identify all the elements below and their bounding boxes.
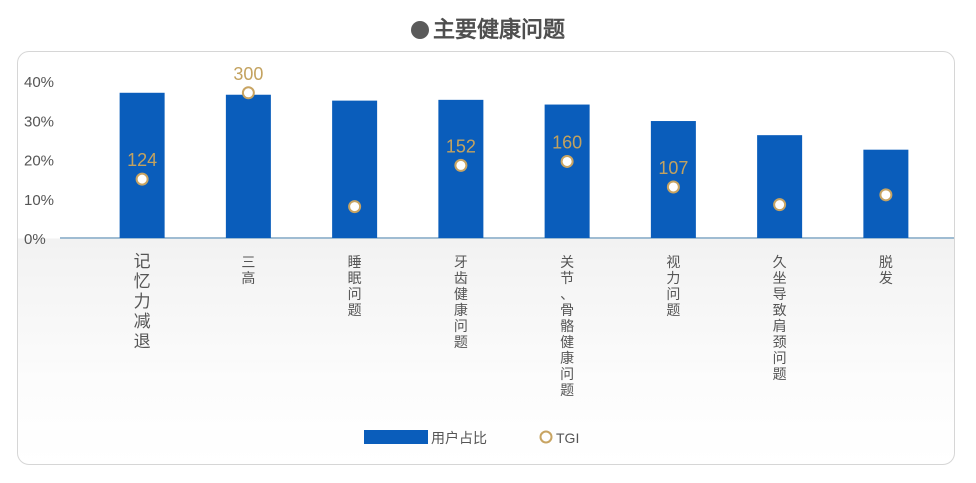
x-tick-label-久坐导致肩颈问题-char: 致	[773, 302, 787, 318]
legend-swatch-bar	[364, 430, 428, 444]
x-tick-label-视力问题-char: 视	[666, 254, 680, 270]
legend-label-tgi: TGI	[556, 430, 579, 446]
y-tick-label-40: 40%	[24, 74, 54, 91]
x-tick-label-关节-骨骼健康问题-char: 健	[560, 334, 574, 350]
tgi-point-脱发	[879, 188, 893, 202]
title-bullet-icon	[410, 21, 429, 39]
tgi-label-牙齿健康问题: 152	[446, 136, 476, 156]
x-tick-label-久坐导致肩颈问题-char: 久	[773, 254, 787, 270]
chart-title-text: 主要健康问题	[432, 18, 565, 43]
x-tick-label-睡眠问题-char: 题	[348, 302, 362, 318]
x-tick-label-脱发-char: 发	[879, 270, 893, 286]
tgi-point-关节-骨骼健康问题	[560, 154, 574, 168]
x-tick-label-记忆力减退-char: 减	[134, 312, 151, 331]
x-tick-label-久坐导致肩颈问题-char: 肩	[773, 318, 787, 334]
x-tick-label-视力问题-char: 问	[666, 286, 680, 302]
tgi-point-久坐导致肩颈问题	[773, 198, 787, 212]
y-tick-label-10: 10%	[24, 192, 54, 209]
x-tick-label-关节-骨骼健康问题-char: 、	[560, 286, 574, 302]
x-tick-label-关节-骨骼健康问题-char: 题	[560, 382, 574, 398]
x-tick-label-记忆力减退-char: 力	[134, 292, 151, 311]
x-tick-label-脱发-char: 脱	[879, 254, 893, 270]
x-tick-label-久坐导致肩颈问题-char: 导	[773, 286, 787, 302]
x-tick-label-牙齿健康问题-char: 健	[454, 286, 468, 302]
x-tick-label-牙齿健康问题-char: 牙	[454, 254, 468, 270]
tgi-label-记忆力减退: 124	[127, 150, 157, 170]
legend-swatch-tgi	[539, 430, 553, 444]
x-tick-label-关节-骨骼健康问题-char: 节	[560, 270, 574, 286]
tgi-point-牙齿健康问题	[454, 158, 468, 172]
tgi-point-睡眠问题	[348, 200, 362, 214]
bar-三高	[225, 94, 271, 238]
x-tick-label-牙齿健康问题-char: 题	[454, 334, 468, 350]
x-tick-label-记忆力减退-char: 退	[134, 332, 151, 351]
bar-视力问题	[650, 121, 696, 238]
x-tick-label-关节-骨骼健康问题-char: 问	[560, 366, 574, 382]
x-tick-label-记忆力减退-char: 记	[134, 252, 151, 271]
x-tick-label-久坐导致肩颈问题-char: 坐	[773, 270, 787, 286]
bar-记忆力减退	[119, 92, 165, 239]
x-tick-label-久坐导致肩颈问题-char: 颈	[773, 334, 787, 350]
x-tick-label-三高-char: 三	[241, 254, 255, 270]
x-tick-label-睡眠问题-char: 眠	[348, 270, 362, 286]
bar-睡眠问题	[332, 100, 378, 238]
chart-title: 主要健康问题	[0, 12, 976, 44]
legend-label-bar: 用户占比	[431, 430, 487, 446]
y-tick-label-0: 0%	[24, 231, 46, 248]
x-tick-label-视力问题-char: 题	[666, 302, 680, 318]
chart-svg: 40%30%20%10%0%记忆力减退124三高300睡眠问题牙齿健康问题152…	[24, 64, 954, 446]
x-tick-label-三高-char: 高	[241, 270, 255, 286]
tgi-point-视力问题	[666, 180, 680, 194]
chart-card: 40% 30% 20% 10% 0% 记忆力减退 124 三高 300 睡眠问题牙齿健康问题 152…	[17, 51, 955, 465]
x-tick-label-关节-骨骼健康问题-char: 骨	[560, 302, 574, 318]
tgi-label-视力问题: 107	[658, 158, 688, 178]
x-tick-label-记忆力减退-char: 忆	[134, 272, 151, 291]
y-tick-label-20: 20%	[24, 153, 54, 170]
x-tick-label-睡眠问题-char: 睡	[348, 254, 362, 270]
x-tick-label-久坐导致肩颈问题-char: 题	[773, 366, 787, 382]
bar-久坐导致肩颈问题	[757, 135, 803, 238]
x-tick-label-牙齿健康问题-char: 康	[454, 302, 468, 318]
tgi-point-三高	[241, 86, 255, 100]
x-tick-label-牙齿健康问题-char: 问	[454, 318, 468, 334]
y-tick-label-30: 30%	[24, 113, 54, 130]
x-tick-label-关节-骨骼健康问题-char: 骼	[560, 318, 574, 334]
x-tick-label-视力问题-char: 力	[666, 270, 680, 286]
tgi-point-记忆力减退	[135, 172, 149, 186]
x-tick-label-睡眠问题-char: 问	[348, 286, 362, 302]
x-tick-label-久坐导致肩颈问题-char: 问	[773, 350, 787, 366]
x-tick-label-关节-骨骼健康问题-char: 关	[560, 254, 574, 270]
tgi-label-关节-骨骼健康问题: 160	[552, 132, 582, 152]
x-tick-label-关节-骨骼健康问题-char: 康	[560, 350, 574, 366]
tgi-label-三高: 300	[233, 64, 263, 84]
bar-关节-骨骼健康问题	[544, 104, 590, 238]
x-tick-label-牙齿健康问题-char: 齿	[454, 270, 468, 286]
